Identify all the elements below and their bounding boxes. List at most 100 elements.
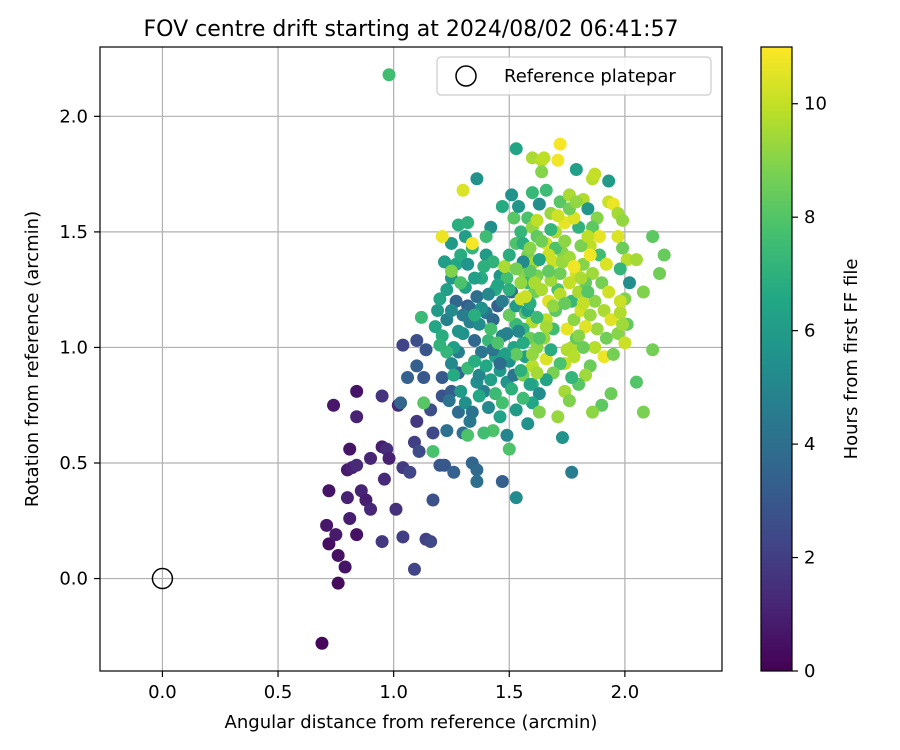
data-point [569, 162, 583, 176]
data-point [592, 230, 606, 244]
data-point [646, 343, 660, 357]
legend-open-circle-icon [455, 65, 477, 87]
data-point [343, 442, 357, 456]
data-point [424, 535, 438, 549]
data-point [350, 528, 364, 542]
data-point [657, 248, 671, 262]
data-point [484, 322, 498, 336]
data-point [518, 290, 532, 304]
data-point [551, 209, 565, 223]
data-point [440, 283, 454, 297]
colorbar-tick-label: 8 [804, 207, 815, 228]
data-point [412, 444, 426, 458]
colorbar-tick-label: 4 [804, 434, 815, 455]
x-axis-label: Angular distance from reference (arcmin) [225, 712, 598, 733]
data-point [377, 472, 391, 486]
data-point [502, 283, 516, 297]
data-point [470, 474, 484, 488]
data-point [426, 493, 440, 507]
data-point [616, 213, 630, 227]
data-point [343, 511, 357, 525]
data-point [616, 241, 630, 255]
data-point [472, 389, 486, 403]
data-point [509, 347, 523, 361]
data-point [481, 401, 495, 415]
x-tick-label: 1.0 [379, 682, 408, 703]
data-point [509, 403, 523, 417]
data-point [595, 276, 609, 290]
x-tick-label: 0.0 [148, 682, 177, 703]
y-tick-label: 0.0 [59, 569, 88, 590]
data-point [586, 266, 600, 280]
data-point [613, 306, 627, 320]
data-point [537, 151, 551, 165]
data-point [468, 334, 482, 348]
data-point [375, 389, 389, 403]
data-point [521, 417, 535, 431]
data-point [350, 410, 364, 424]
data-point [579, 368, 593, 382]
data-point [442, 394, 456, 408]
data-point [488, 387, 502, 401]
data-point [470, 463, 484, 477]
data-point [588, 167, 602, 181]
grid-lines [100, 47, 722, 671]
data-point [576, 340, 590, 354]
data-point [539, 320, 553, 334]
data-point [613, 294, 627, 308]
data-point [431, 303, 445, 317]
legend: Reference platepar [436, 56, 712, 96]
data-point [502, 308, 516, 322]
data-point [555, 431, 569, 445]
data-point [320, 518, 334, 532]
data-point [451, 405, 465, 419]
data-point [340, 491, 354, 505]
y-axis-label: Rotation from reference (arcmin) [22, 211, 43, 507]
data-point [444, 236, 458, 250]
data-point [523, 264, 537, 278]
data-point [512, 199, 526, 213]
data-point [553, 266, 567, 280]
colorbar-tick-label: 6 [804, 321, 815, 342]
data-point [331, 548, 345, 562]
data-point [382, 451, 396, 465]
data-point [579, 320, 593, 334]
data-point [553, 195, 567, 209]
data-point [558, 234, 572, 248]
data-point [322, 484, 336, 498]
data-point [500, 271, 514, 285]
data-point [528, 276, 542, 290]
data-point [428, 320, 442, 334]
x-tick-label: 1.5 [495, 682, 524, 703]
data-point [560, 322, 574, 336]
data-point [618, 336, 632, 350]
data-point [479, 230, 493, 244]
data-point [444, 264, 458, 278]
data-point [551, 153, 565, 167]
data-point [523, 377, 537, 391]
y-tick-label: 2.0 [59, 106, 88, 127]
x-tick-label: 2.0 [611, 682, 640, 703]
data-point [604, 387, 618, 401]
data-point [389, 502, 403, 516]
data-point [477, 260, 491, 274]
data-point [493, 410, 507, 424]
data-point [396, 338, 410, 352]
data-point [581, 230, 595, 244]
data-point [516, 336, 530, 350]
data-point [407, 562, 421, 576]
data-point [613, 262, 627, 276]
data-point [417, 396, 431, 410]
data-point [475, 345, 489, 359]
data-point [364, 451, 378, 465]
data-point [576, 297, 590, 311]
data-point [364, 502, 378, 516]
data-point [498, 260, 512, 274]
data-point [456, 183, 470, 197]
data-point [447, 368, 461, 382]
data-point [500, 327, 514, 341]
colorbar-bar [760, 46, 793, 672]
data-point [512, 324, 526, 338]
data-point [565, 465, 579, 479]
